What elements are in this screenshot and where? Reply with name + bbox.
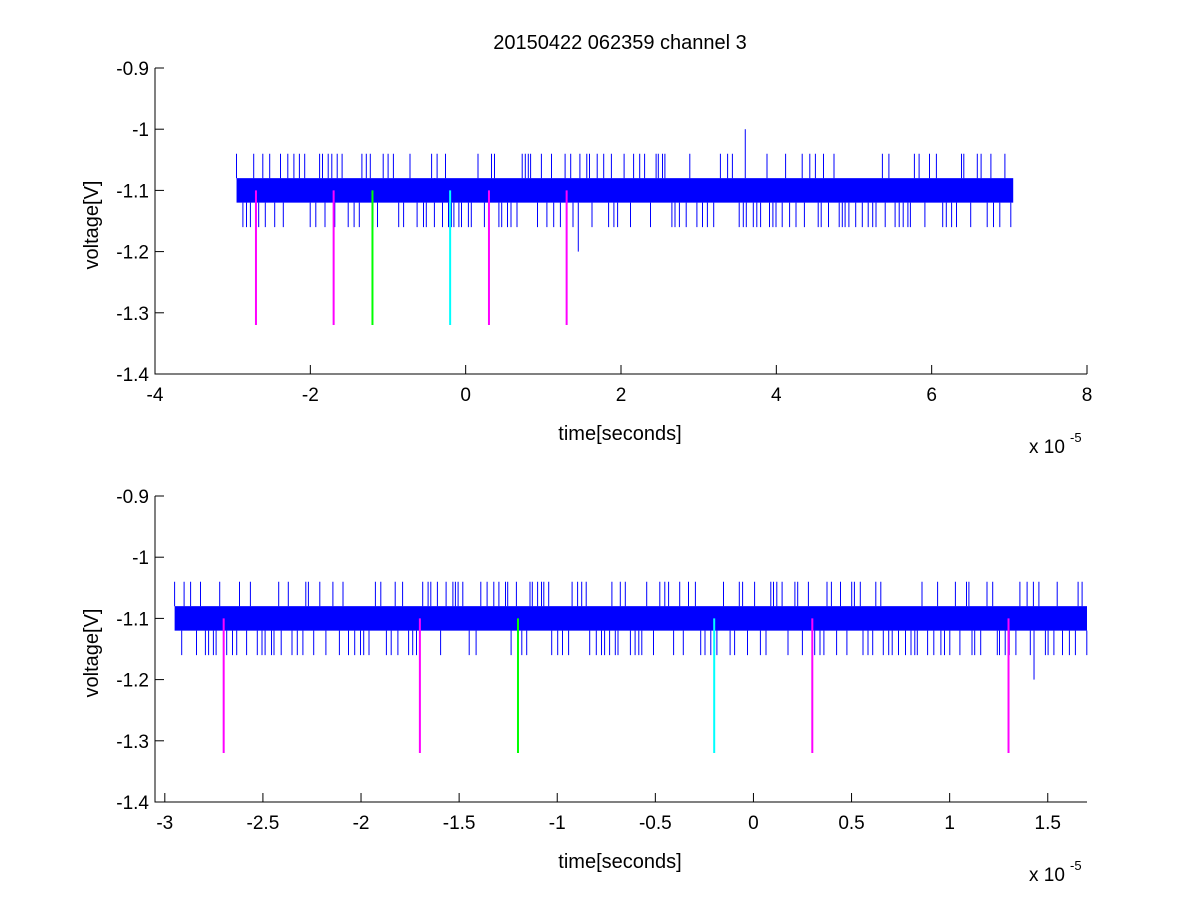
x-tick-label: 8 [1082,385,1093,406]
x-tick-label: 0 [460,385,471,406]
y-tick-label: -1.1 [116,181,149,202]
x-tick-label: 1.5 [1035,813,1061,834]
x-tick-label: 6 [926,385,937,406]
y-tick-label: -1 [132,548,149,569]
x-tick-label: 4 [771,385,782,406]
x-scale-multiplier: x 10 [1029,865,1065,886]
x-tick-label: 1 [944,813,955,834]
x-tick-label: 0.5 [838,813,864,834]
y-tick-label: -1.3 [116,732,149,753]
x-tick-label: 2 [616,385,627,406]
plot-data [236,129,1014,326]
x-tick-label: -0.5 [639,813,672,834]
y-tick-label: -0.9 [116,487,149,508]
y-tick-label: -1.1 [116,609,149,630]
y-tick-label: -1.4 [116,365,149,386]
x-scale-exponent: -5 [1070,858,1082,873]
x-scale-exponent: -5 [1070,430,1082,445]
signal-band [236,178,1014,203]
y-tick-label: -1.3 [116,304,149,325]
y-axis-label: voltage[V] [81,609,103,698]
y-tick-label: -1.2 [116,243,149,264]
x-scale-multiplier: x 10 [1029,437,1065,458]
y-tick-label: -1.2 [116,671,149,692]
x-tick-label: -2 [302,385,319,406]
y-axis-label: voltage[V] [81,181,103,270]
x-tick-label: -2 [353,813,370,834]
lower-plot: -3 -2.5 -2 -1.5 -1 -0.5 0 0.5 1 1.5 -0.9 -1 -1.1 -1.2… [81,487,1088,886]
signal-spikes [236,153,1012,228]
x-tick-label: -1 [549,813,566,834]
signal-spikes [174,581,1088,656]
y-tick-label: -1 [132,120,149,141]
x-axis-label: time[seconds] [558,423,681,445]
plot-data [174,581,1088,754]
y-tick-label: -0.9 [116,59,149,80]
x-axis-label: time[seconds] [558,851,681,873]
x-tick-label: -3 [156,813,173,834]
upper-plot: -4 -2 0 2 4 6 8 -0.9 -1 -1.1 -1.2 -1.3 -1.4 time[seco… [81,59,1092,458]
x-tick-label: -1.5 [443,813,476,834]
x-tick-label: 0 [748,813,759,834]
x-tick-label: -4 [147,385,164,406]
signal-band [174,606,1088,631]
figure-title: 20150422 062359 channel 3 [493,32,747,54]
x-tick-label: -2.5 [247,813,280,834]
y-tick-label: -1.4 [116,793,149,814]
